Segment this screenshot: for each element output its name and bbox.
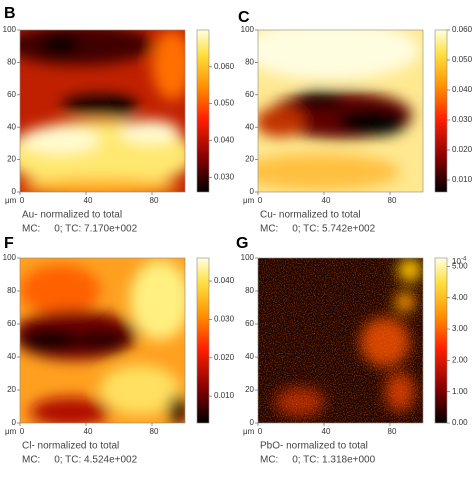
colorbar-tick-label: 0.010 (214, 391, 235, 400)
colorbar-tick-label: 0.040 (214, 136, 235, 145)
colorbar (434, 257, 448, 424)
colorbar (196, 29, 210, 193)
heatmap-image (258, 258, 423, 423)
y-tick-label: 60 (7, 90, 16, 99)
y-tick-label: 0 (12, 418, 17, 427)
colorbar-tick-label: 0.030 (214, 172, 235, 181)
y-tick-label: 40 (245, 352, 254, 361)
plot-frame (19, 257, 186, 424)
x-axis-label: μm (243, 196, 255, 205)
panel-label: B (4, 5, 16, 22)
colorbar-tick-label: 0.030 (214, 315, 235, 324)
colorbar-tick-label: 0.030 (452, 115, 473, 124)
colorbar (196, 257, 210, 424)
y-tick-label: 60 (245, 90, 254, 99)
stats: MC: 0; TC: 5.742e+002 (260, 224, 376, 235)
y-tick-label: 80 (7, 286, 16, 295)
x-tick-label: 0 (20, 427, 25, 436)
x-axis-label: μm (243, 427, 255, 436)
y-tick-label: 40 (7, 122, 16, 131)
colorbar-tick-label: 0.060 (214, 62, 235, 71)
colorbar-tick-label: 3.00 (452, 324, 468, 333)
y-tick-label: 20 (7, 385, 16, 394)
caption: Cl- normalized to total (22, 441, 119, 452)
x-tick-label: 80 (388, 196, 397, 205)
x-tick-label: 40 (84, 427, 93, 436)
colorbar-tick-label: 0.020 (452, 145, 473, 154)
colorbar-tick-label: 0.050 (452, 55, 473, 64)
panel-label: F (4, 235, 14, 252)
y-tick-label: 20 (245, 155, 254, 164)
y-tick-label: 0 (250, 187, 255, 196)
colorbar-tick-label: 0.040 (214, 276, 235, 285)
plot-frame (257, 29, 424, 193)
colorbar-tick-label: 0.050 (214, 99, 235, 108)
stats: MC: 0; TC: 1.318e+000 (260, 455, 376, 466)
colorbar-tick-label: 2.00 (452, 355, 468, 364)
x-tick-label: 80 (150, 427, 159, 436)
caption: Cu- normalized to total (260, 210, 361, 221)
x-tick-label: 40 (84, 196, 93, 205)
y-tick-label: 100 (241, 25, 255, 34)
x-tick-label: 0 (258, 427, 263, 436)
colorbar-scale-exponent: -4 (461, 257, 467, 263)
y-tick-label: 40 (7, 352, 16, 361)
x-tick-label: 0 (258, 196, 263, 205)
heatmap-image (20, 258, 185, 423)
y-tick-label: 80 (245, 58, 254, 67)
y-tick-label: 100 (3, 253, 17, 262)
y-tick-label: 0 (12, 187, 17, 196)
y-tick-label: 0 (250, 418, 255, 427)
y-tick-label: 60 (245, 319, 254, 328)
colorbar-tick-label: 0.010 (452, 175, 473, 184)
x-tick-label: 40 (322, 196, 331, 205)
x-axis-label: μm (5, 196, 17, 205)
heatmap-image (20, 30, 185, 192)
colorbar (434, 29, 448, 193)
colorbar-tick-label: 4.00 (452, 293, 468, 302)
y-tick-label: 20 (245, 385, 254, 394)
colorbar-scale-base: 10 (452, 257, 461, 266)
colorbar-tick-label: 0.060 (452, 25, 473, 34)
heatmap-image (258, 30, 423, 192)
y-tick-label: 80 (245, 286, 254, 295)
panel-label: G (236, 235, 248, 252)
x-tick-label: 80 (150, 196, 159, 205)
caption: Au- normalized to total (22, 210, 122, 221)
stats: MC: 0; TC: 7.170e+002 (22, 224, 138, 235)
y-tick-label: 20 (7, 155, 16, 164)
colorbar-tick-label: 5.00 (452, 262, 468, 271)
y-tick-label: 100 (241, 253, 255, 262)
colorbar-tick-label: 0.040 (452, 85, 473, 94)
plot-frame (19, 29, 186, 193)
x-tick-label: 40 (322, 427, 331, 436)
y-tick-label: 40 (245, 122, 254, 131)
panel-label: C (238, 9, 250, 26)
y-tick-label: 60 (7, 319, 16, 328)
colorbar-tick-label: 0.00 (452, 418, 468, 427)
y-tick-label: 100 (3, 25, 17, 34)
stats: MC: 0; TC: 4.524e+002 (22, 455, 138, 466)
colorbar-tick-label: 0.020 (214, 353, 235, 362)
colorbar-tick-label: 1.00 (452, 387, 468, 396)
y-tick-label: 80 (7, 58, 16, 67)
x-axis-label: μm (5, 427, 17, 436)
x-tick-label: 80 (388, 427, 397, 436)
caption: PbO- normalized to total (260, 441, 368, 452)
plot-frame (257, 257, 424, 424)
x-tick-label: 0 (20, 196, 25, 205)
